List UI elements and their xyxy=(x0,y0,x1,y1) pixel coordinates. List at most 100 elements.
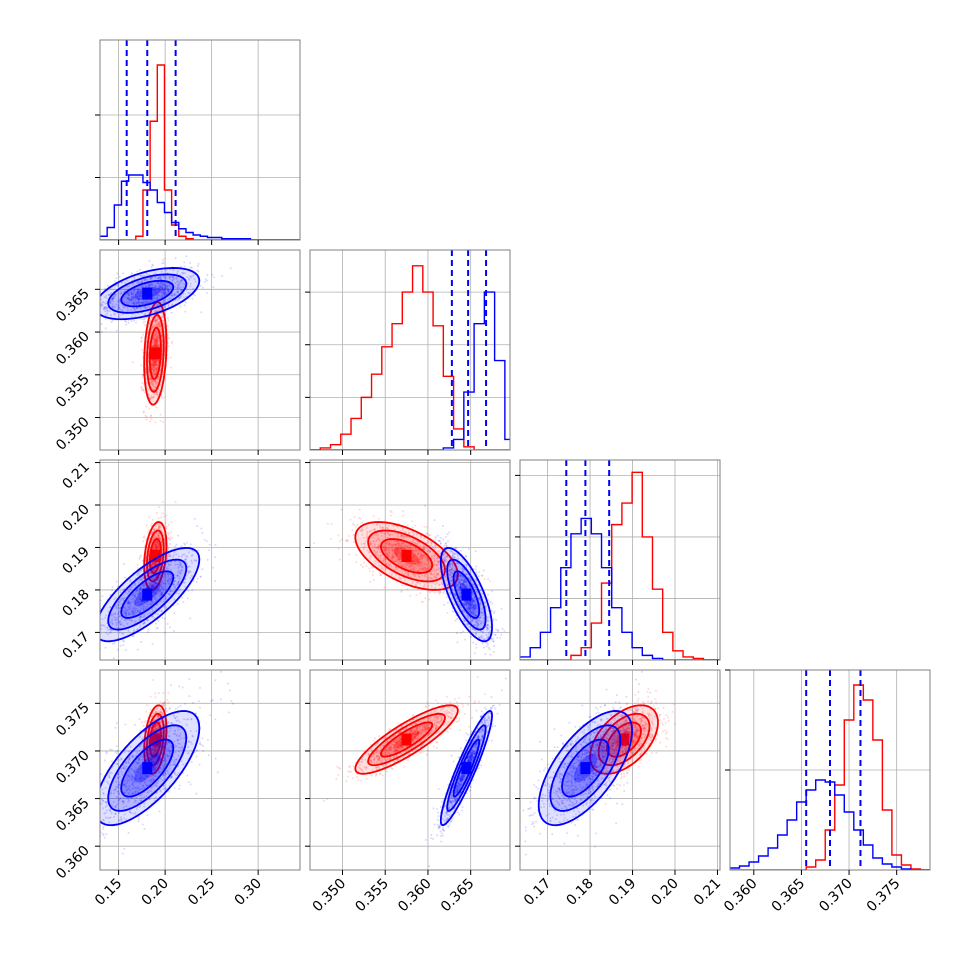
scatter-point-blue xyxy=(173,560,176,563)
scatter-point-blue xyxy=(159,285,162,288)
scatter-point-red xyxy=(145,524,148,527)
scatter-point-blue xyxy=(492,617,495,620)
scatter-point-red xyxy=(157,325,160,328)
scatter-point-red xyxy=(152,374,155,377)
scatter-point-blue xyxy=(154,607,157,610)
scatter-point-red xyxy=(150,397,153,400)
scatter-point-red xyxy=(155,548,158,551)
scatter-point-red xyxy=(156,543,159,546)
scatter-point-blue xyxy=(196,525,199,528)
scatter-point-blue xyxy=(141,559,144,562)
scatter-point-blue xyxy=(167,304,170,307)
scatter-point-blue xyxy=(134,294,137,297)
scatter-point-blue xyxy=(153,569,156,572)
scatter-point-red xyxy=(160,591,163,594)
scatter-point-red xyxy=(158,576,161,579)
scatter-point-blue xyxy=(192,293,195,296)
scatter-point-blue xyxy=(104,318,107,321)
scatter-point-blue xyxy=(145,300,148,303)
scatter-point-blue xyxy=(144,285,147,288)
scatter-point-blue xyxy=(159,288,162,291)
scatter-point-blue xyxy=(135,293,138,296)
scatter-point-blue xyxy=(90,645,92,647)
scatter-point-blue xyxy=(173,612,176,615)
scatter-point-red xyxy=(152,379,155,382)
scatter-point-blue xyxy=(178,577,181,580)
scatter-point-blue xyxy=(130,299,133,302)
scatter-point-red xyxy=(157,322,160,325)
scatter-point-blue xyxy=(104,308,107,311)
scatter-point-blue xyxy=(116,284,119,287)
scatter-point-blue xyxy=(155,581,158,584)
scatter-point-blue xyxy=(187,590,190,593)
scatter-point-blue xyxy=(163,631,166,634)
scatter-point-red xyxy=(143,391,146,394)
panel-0-0 xyxy=(95,39,301,245)
scatter-point-blue xyxy=(141,302,144,305)
scatter-point-blue xyxy=(127,602,130,605)
scatter-point-red xyxy=(145,415,148,418)
scatter-point-red xyxy=(156,367,159,370)
scatter-point-red xyxy=(152,369,155,372)
scatter-point-red xyxy=(155,544,158,547)
scatter-point-red xyxy=(156,377,159,380)
scatter-point-red xyxy=(154,333,157,336)
scatter-point-red xyxy=(151,563,154,566)
scatter-point-blue xyxy=(126,296,129,299)
scatter-point-red xyxy=(147,393,150,396)
scatter-point-blue xyxy=(176,270,179,273)
scatter-point-red xyxy=(154,561,157,564)
scatter-point-red xyxy=(153,335,156,338)
scatter-point-blue xyxy=(146,299,149,302)
scatter-point-blue xyxy=(475,646,478,649)
scatter-point-blue xyxy=(102,308,105,311)
scatter-point-blue xyxy=(96,308,98,310)
scatter-point-blue xyxy=(134,300,137,303)
scatter-point-blue xyxy=(134,592,137,595)
scatter-point-blue xyxy=(152,589,155,592)
scatter-point-blue xyxy=(176,298,179,301)
scatter-point-blue xyxy=(160,569,163,572)
scatter-point-blue xyxy=(161,294,164,297)
scatter-point-red xyxy=(158,548,161,551)
scatter-point-blue xyxy=(115,622,118,625)
scatter-point-red xyxy=(141,373,144,376)
scatter-point-red xyxy=(158,307,161,310)
scatter-point-blue xyxy=(160,288,163,291)
scatter-point-red xyxy=(148,516,151,519)
scatter-point-red xyxy=(145,574,148,577)
scatter-point-red xyxy=(165,514,168,517)
scatter-point-red xyxy=(153,359,156,362)
scatter-point-blue xyxy=(179,286,182,289)
scatter-point-blue xyxy=(166,573,169,576)
scatter-point-red xyxy=(340,508,343,511)
scatter-point-blue xyxy=(190,554,193,557)
scatter-point-blue xyxy=(159,281,162,284)
scatter-point-blue xyxy=(182,581,185,584)
scatter-point-blue xyxy=(136,297,139,300)
scatter-point-blue xyxy=(148,563,151,566)
scatter-point-blue xyxy=(104,302,107,305)
scatter-point-red xyxy=(156,315,159,318)
scatter-point-red xyxy=(156,523,159,526)
scatter-point-red xyxy=(157,325,160,328)
scatter-point-blue xyxy=(158,289,161,292)
scatter-point-blue xyxy=(124,607,127,610)
scatter-point-blue xyxy=(155,546,158,549)
scatter-point-red xyxy=(150,563,153,566)
scatter-point-blue xyxy=(492,611,495,614)
scatter-point-blue xyxy=(124,320,127,323)
scatter-point-blue xyxy=(131,313,134,316)
scatter-point-blue xyxy=(129,297,132,300)
scatter-point-red xyxy=(161,512,164,515)
scatter-point-blue xyxy=(148,276,151,279)
scatter-point-blue xyxy=(173,579,176,582)
y-tick-label: 0.350 xyxy=(53,414,93,454)
scatter-point-blue xyxy=(179,265,182,268)
scatter-point-blue xyxy=(134,296,137,299)
scatter-point-blue xyxy=(147,628,150,631)
scatter-point-blue xyxy=(132,607,135,610)
scatter-point-blue xyxy=(162,291,165,294)
scatter-point-blue xyxy=(140,288,143,291)
scatter-point-blue xyxy=(111,298,114,301)
